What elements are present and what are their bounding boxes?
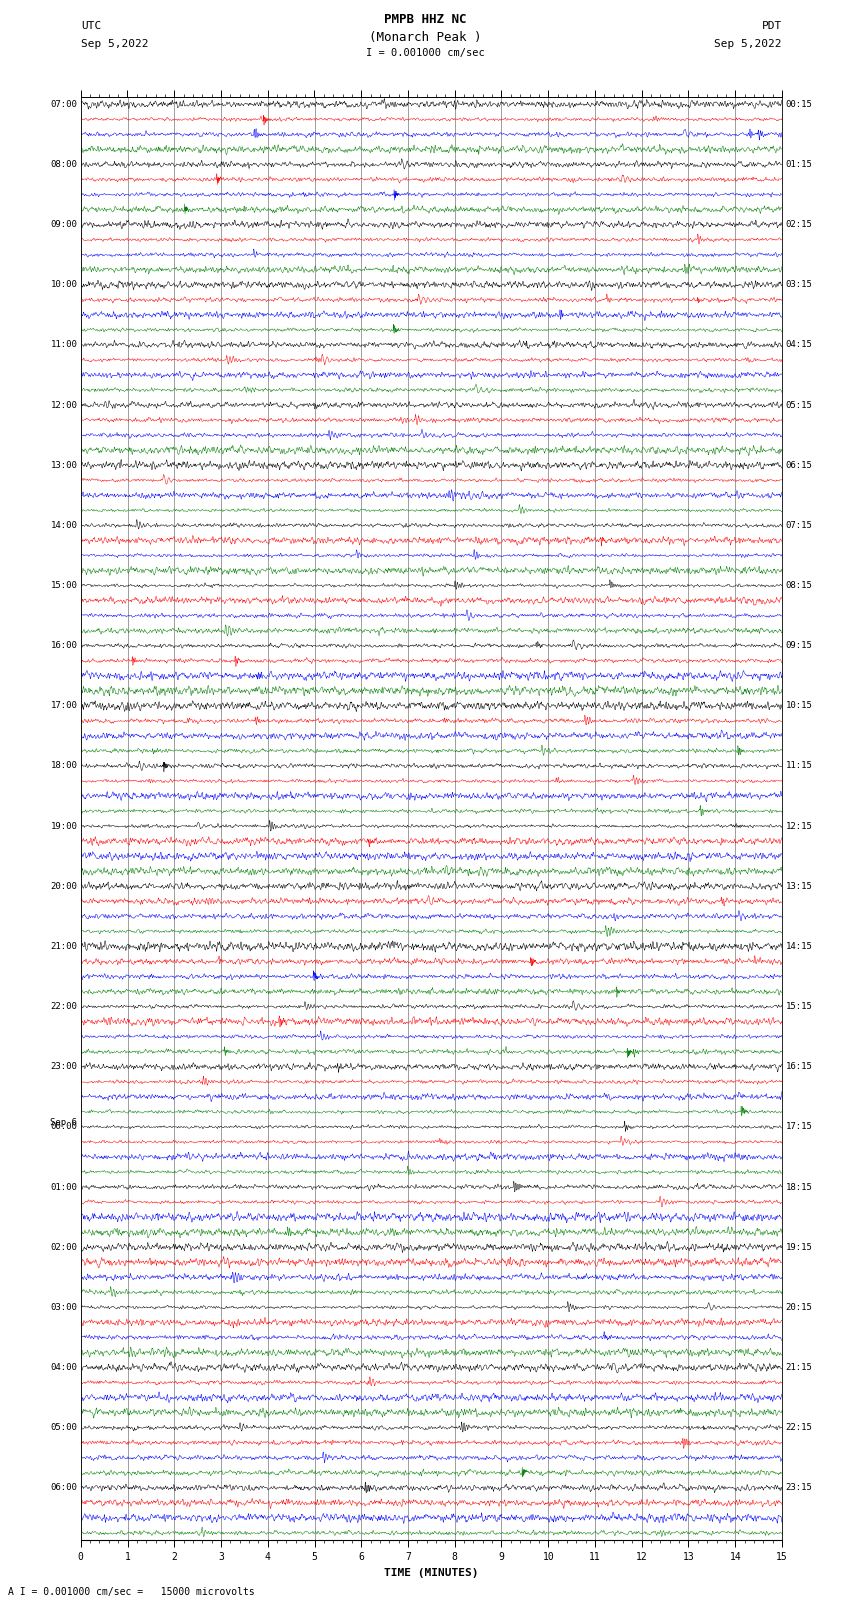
Text: 17:15: 17:15 [785, 1123, 813, 1131]
Text: 20:15: 20:15 [785, 1303, 813, 1311]
Text: 09:15: 09:15 [785, 640, 813, 650]
Text: 23:00: 23:00 [50, 1063, 77, 1071]
Text: A I = 0.001000 cm/sec =   15000 microvolts: A I = 0.001000 cm/sec = 15000 microvolts [8, 1587, 255, 1597]
Text: 11:00: 11:00 [50, 340, 77, 350]
Text: 21:00: 21:00 [50, 942, 77, 952]
Text: I = 0.001000 cm/sec: I = 0.001000 cm/sec [366, 48, 484, 58]
Text: 00:00: 00:00 [50, 1123, 77, 1131]
Text: 06:15: 06:15 [785, 461, 813, 469]
Text: 07:00: 07:00 [50, 100, 77, 108]
Text: 05:15: 05:15 [785, 400, 813, 410]
Text: 00:15: 00:15 [785, 100, 813, 108]
Text: 18:00: 18:00 [50, 761, 77, 771]
Text: 03:15: 03:15 [785, 281, 813, 289]
Text: 23:15: 23:15 [785, 1484, 813, 1492]
Text: Sep 5,2022: Sep 5,2022 [715, 39, 782, 48]
Text: 16:15: 16:15 [785, 1063, 813, 1071]
Text: 16:00: 16:00 [50, 640, 77, 650]
Text: 05:00: 05:00 [50, 1423, 77, 1432]
Text: 14:15: 14:15 [785, 942, 813, 952]
Text: 19:15: 19:15 [785, 1242, 813, 1252]
Text: PDT: PDT [762, 21, 782, 31]
Text: 11:15: 11:15 [785, 761, 813, 771]
Text: 13:15: 13:15 [785, 882, 813, 890]
Text: 02:00: 02:00 [50, 1242, 77, 1252]
Text: Sep 6: Sep 6 [50, 1118, 77, 1127]
Text: UTC: UTC [81, 21, 101, 31]
Text: PMPB HHZ NC: PMPB HHZ NC [383, 13, 467, 26]
Text: 01:15: 01:15 [785, 160, 813, 169]
Text: 03:00: 03:00 [50, 1303, 77, 1311]
Text: 02:15: 02:15 [785, 219, 813, 229]
Text: 08:00: 08:00 [50, 160, 77, 169]
Text: (Monarch Peak ): (Monarch Peak ) [369, 31, 481, 44]
Text: 08:15: 08:15 [785, 581, 813, 590]
Text: 07:15: 07:15 [785, 521, 813, 529]
Text: 09:00: 09:00 [50, 219, 77, 229]
Text: 22:15: 22:15 [785, 1423, 813, 1432]
Text: 18:15: 18:15 [785, 1182, 813, 1192]
Text: 04:15: 04:15 [785, 340, 813, 350]
Text: 10:00: 10:00 [50, 281, 77, 289]
Text: 22:00: 22:00 [50, 1002, 77, 1011]
Text: 15:00: 15:00 [50, 581, 77, 590]
Text: 14:00: 14:00 [50, 521, 77, 529]
Text: 10:15: 10:15 [785, 702, 813, 710]
Text: 15:15: 15:15 [785, 1002, 813, 1011]
Text: 20:00: 20:00 [50, 882, 77, 890]
X-axis label: TIME (MINUTES): TIME (MINUTES) [384, 1568, 479, 1578]
Text: Sep 5,2022: Sep 5,2022 [81, 39, 148, 48]
Text: 04:00: 04:00 [50, 1363, 77, 1373]
Text: 06:00: 06:00 [50, 1484, 77, 1492]
Text: 12:00: 12:00 [50, 400, 77, 410]
Text: 19:00: 19:00 [50, 821, 77, 831]
Text: 12:15: 12:15 [785, 821, 813, 831]
Text: 01:00: 01:00 [50, 1182, 77, 1192]
Text: 13:00: 13:00 [50, 461, 77, 469]
Text: 21:15: 21:15 [785, 1363, 813, 1373]
Text: 17:00: 17:00 [50, 702, 77, 710]
